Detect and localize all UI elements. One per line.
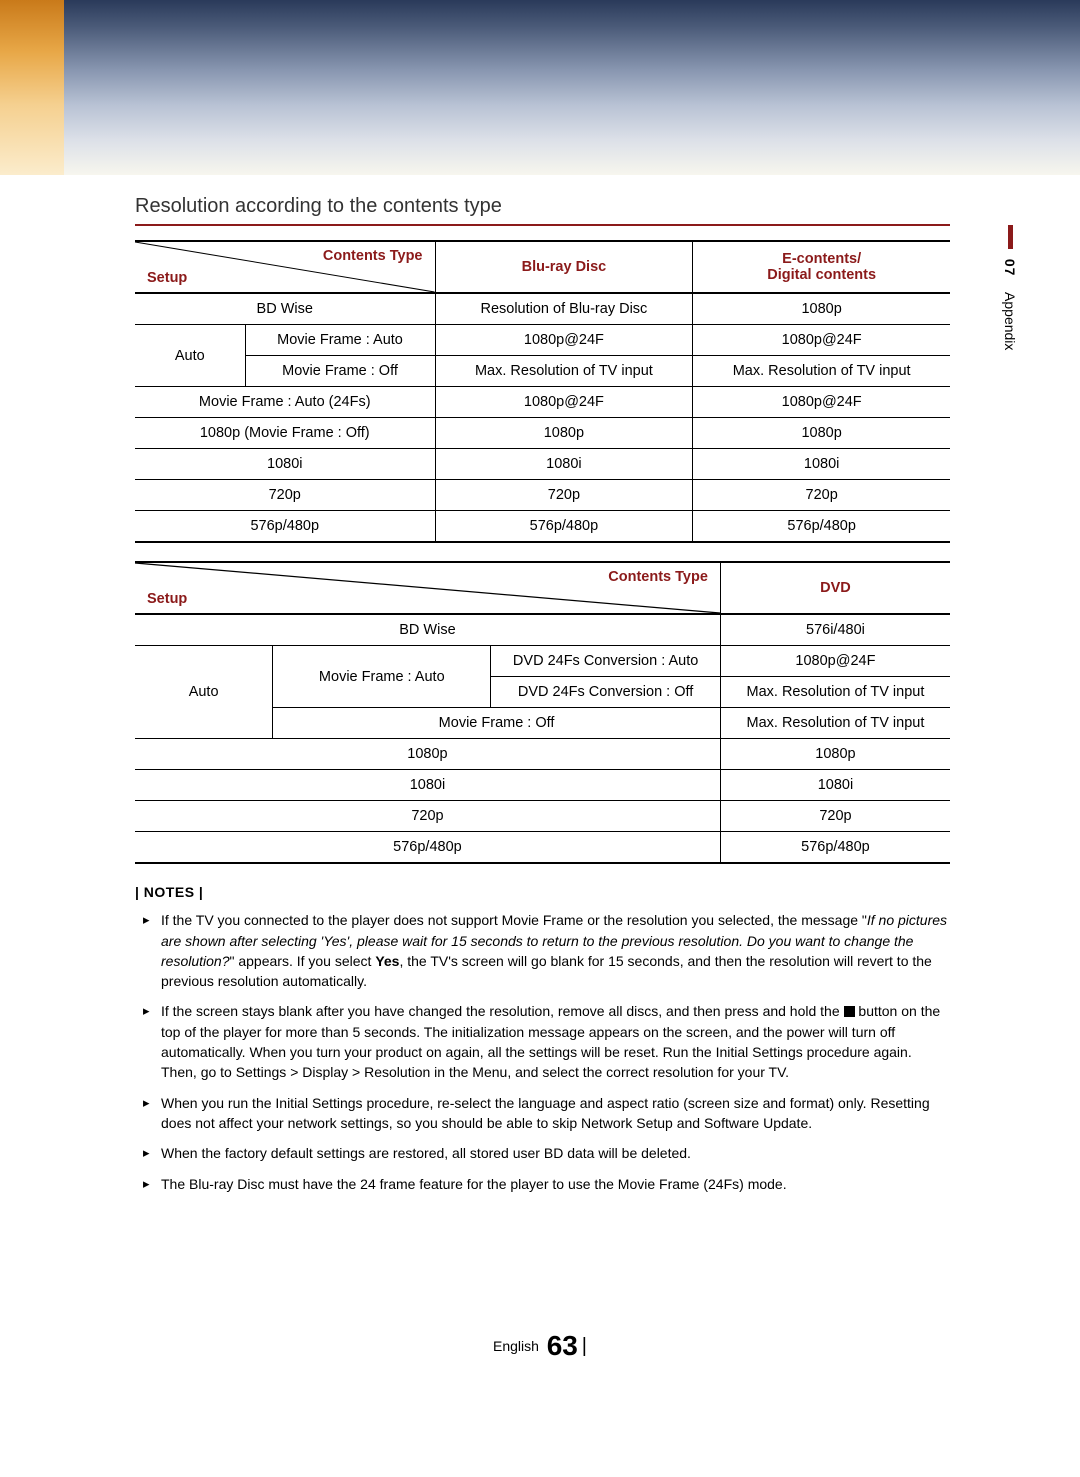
- table-cell: 576p/480p: [435, 511, 693, 543]
- table-cell: 1080p: [135, 739, 720, 770]
- table-cell: Auto: [135, 646, 273, 739]
- table-cell: 1080p: [693, 418, 950, 449]
- table-cell: Movie Frame : Off: [273, 708, 721, 739]
- table-cell: BD Wise: [135, 293, 435, 325]
- table-cell: Movie Frame : Auto (24Fs): [135, 387, 435, 418]
- side-tab: 07 Appendix: [1002, 225, 1018, 350]
- table-cell: 1080i: [135, 449, 435, 480]
- table-cell: Max. Resolution of TV input: [693, 356, 950, 387]
- table-cell: 720p: [720, 801, 950, 832]
- table-cell: 1080p@24F: [693, 325, 950, 356]
- table-cell: Movie Frame : Auto: [273, 646, 491, 708]
- table-cell: DVD 24Fs Conversion : Auto: [491, 646, 721, 677]
- table-cell: Max. Resolution of TV input: [435, 356, 693, 387]
- table-cell: 576p/480p: [135, 832, 720, 864]
- table-header-diagonal: Setup Contents Type: [135, 562, 720, 614]
- table-cell: 1080i: [135, 770, 720, 801]
- notes-label: | NOTES |: [135, 882, 950, 902]
- side-tab-number: 07: [1002, 259, 1018, 277]
- table-cell: 720p: [135, 480, 435, 511]
- note-item: If the TV you connected to the player do…: [143, 910, 950, 991]
- table-cell: 1080i: [693, 449, 950, 480]
- table-cell: Max. Resolution of TV input: [720, 708, 950, 739]
- note-item: The Blu-ray Disc must have the 24 frame …: [143, 1174, 950, 1194]
- table-cell: Max. Resolution of TV input: [720, 677, 950, 708]
- note-item: If the screen stays blank after you have…: [143, 1001, 950, 1082]
- table-cell: Movie Frame : Off: [245, 356, 435, 387]
- table-cell: Resolution of Blu-ray Disc: [435, 293, 693, 325]
- table-cell: 1080i: [435, 449, 693, 480]
- resolution-table-bluray: Setup Contents Type Blu-ray Disc E-conte…: [135, 240, 950, 543]
- resolution-table-dvd: Setup Contents Type DVD BD Wise 576i/480…: [135, 561, 950, 864]
- note-item: When you run the Initial Settings proced…: [143, 1093, 950, 1134]
- side-tab-label: Appendix: [1002, 292, 1018, 350]
- table-cell: 1080p: [693, 293, 950, 325]
- table-header-dvd: DVD: [720, 562, 950, 614]
- table-header-bluray: Blu-ray Disc: [435, 241, 693, 293]
- table-cell: 576p/480p: [135, 511, 435, 543]
- table-cell: Movie Frame : Auto: [245, 325, 435, 356]
- page-footer: English 63 |: [0, 1330, 1080, 1362]
- table-cell: 576p/480p: [720, 832, 950, 864]
- table-cell: 576i/480i: [720, 614, 950, 646]
- stop-icon: [844, 1006, 855, 1017]
- table-cell: 1080p@24F: [435, 387, 693, 418]
- table-cell: 720p: [135, 801, 720, 832]
- table-cell: 576p/480p: [693, 511, 950, 543]
- table-cell: 720p: [435, 480, 693, 511]
- table-header-diagonal: Setup Contents Type: [135, 241, 435, 293]
- notes-section: | NOTES | If the TV you connected to the…: [135, 882, 950, 1194]
- table-cell: BD Wise: [135, 614, 720, 646]
- table-cell: 1080p (Movie Frame : Off): [135, 418, 435, 449]
- footer-language: English: [493, 1338, 539, 1354]
- table-cell: 1080p@24F: [720, 646, 950, 677]
- table-cell: 1080p: [720, 739, 950, 770]
- section-title: Resolution according to the contents typ…: [135, 195, 950, 226]
- table-cell: DVD 24Fs Conversion : Off: [491, 677, 721, 708]
- table-header-econtents: E-contents/ Digital contents: [693, 241, 950, 293]
- table-cell: Auto: [135, 325, 245, 387]
- page-number: 63: [547, 1330, 578, 1361]
- top-banner: [0, 0, 1080, 175]
- table-cell: 1080p: [435, 418, 693, 449]
- table-cell: 1080p@24F: [693, 387, 950, 418]
- note-item: When the factory default settings are re…: [143, 1143, 950, 1163]
- table-cell: 1080i: [720, 770, 950, 801]
- table-cell: 1080p@24F: [435, 325, 693, 356]
- table-cell: 720p: [693, 480, 950, 511]
